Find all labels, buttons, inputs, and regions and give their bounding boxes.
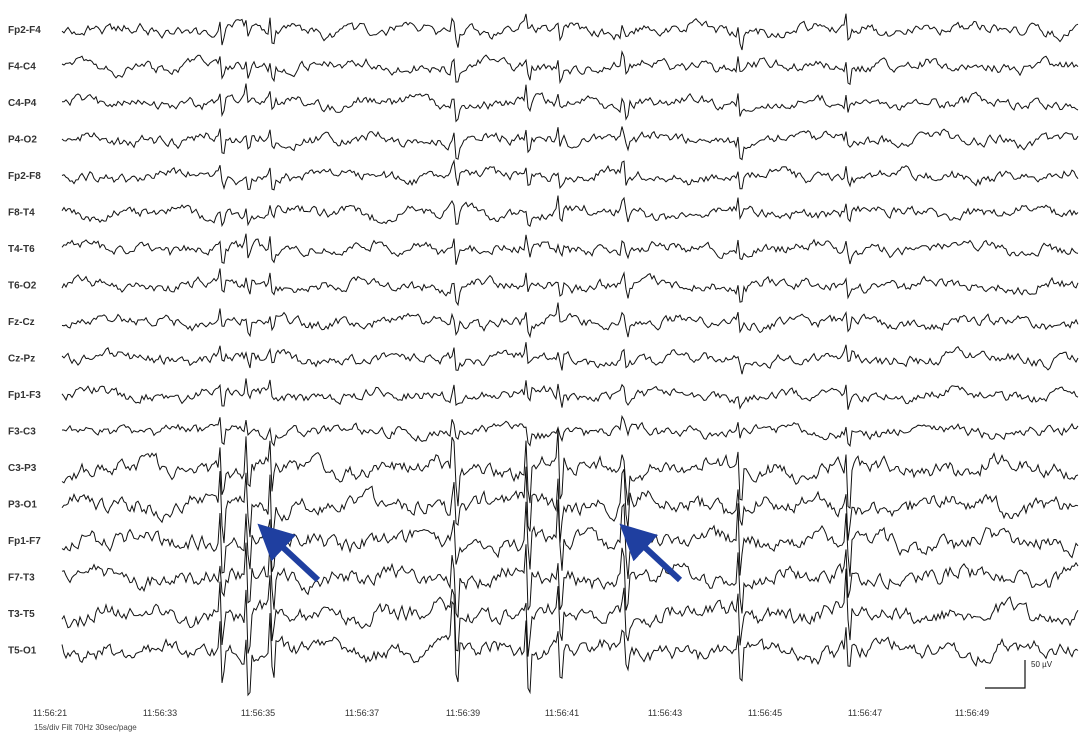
trace-t4-t6 bbox=[61, 233, 1079, 265]
trace-f3-c3 bbox=[62, 414, 1079, 447]
time-label: 11:56:33 bbox=[143, 708, 177, 718]
channel-label-t4-t6: T4-T6 bbox=[8, 244, 35, 255]
trace-p3-o1 bbox=[61, 466, 1079, 546]
channel-label-fp1-f3: Fp1-F3 bbox=[8, 390, 41, 401]
channel-label-p4-o2: P4-O2 bbox=[8, 135, 37, 146]
trace-fp1-f7 bbox=[61, 499, 1079, 579]
trace-fp2-f4 bbox=[61, 13, 1079, 51]
trace-f7-t3 bbox=[61, 542, 1079, 618]
scale-bar bbox=[985, 660, 1026, 689]
channel-label-fz-cz: Fz-Cz bbox=[8, 317, 35, 328]
channel-label-t6-o2: T6-O2 bbox=[8, 281, 37, 292]
trace-p4-o2 bbox=[61, 126, 1079, 161]
time-label: 11:56:49 bbox=[955, 708, 989, 718]
time-label: 11:56:45 bbox=[748, 708, 782, 718]
trace-fp2-f8 bbox=[61, 159, 1079, 191]
channel-label-p3-o1: P3-O1 bbox=[8, 500, 37, 511]
trace-f4-c4 bbox=[61, 50, 1079, 86]
channel-label-c3-p3: C3-P3 bbox=[8, 463, 37, 474]
time-label: 11:56:37 bbox=[345, 708, 379, 718]
channel-label-f3-c3: F3-C3 bbox=[8, 427, 36, 438]
time-label: 11:56:21 bbox=[33, 708, 67, 718]
time-label: 11:56:47 bbox=[848, 708, 882, 718]
trace-t3-t5 bbox=[61, 568, 1079, 657]
trace-cz-pz bbox=[61, 342, 1079, 375]
channel-label-c4-p4: C4-P4 bbox=[8, 98, 37, 109]
channel-label-fp2-f8: Fp2-F8 bbox=[8, 171, 41, 182]
scale-bar-label: 50 µV bbox=[1031, 660, 1053, 669]
annotation-arrow bbox=[619, 523, 683, 583]
trace-c3-p3 bbox=[61, 429, 1079, 509]
trace-f8-t4 bbox=[61, 195, 1079, 228]
trace-t5-o1 bbox=[61, 600, 1079, 697]
channel-label-f8-t4: F8-T4 bbox=[8, 208, 35, 219]
channel-label-t3-t5: T3-T5 bbox=[8, 609, 35, 620]
channel-label-fp1-f7: Fp1-F7 bbox=[8, 536, 41, 547]
channel-label-f7-t3: F7-T3 bbox=[8, 573, 35, 584]
channel-label-cz-pz: Cz-Pz bbox=[8, 354, 35, 365]
channel-label-t5-o1: T5-O1 bbox=[8, 646, 37, 657]
time-label: 11:56:41 bbox=[545, 708, 579, 718]
trace-c4-p4 bbox=[61, 83, 1079, 123]
time-label: 11:56:39 bbox=[446, 708, 480, 718]
trace-fz-cz bbox=[61, 302, 1079, 339]
channel-label-fp2-f4: Fp2-F4 bbox=[8, 25, 41, 36]
time-label: 11:56:35 bbox=[241, 708, 275, 718]
footer-text: 15s/div Filt 70Hz 30sec/page bbox=[34, 723, 137, 732]
annotation-arrow bbox=[257, 523, 321, 583]
trace-t6-o2 bbox=[61, 268, 1079, 307]
time-label: 11:56:43 bbox=[648, 708, 682, 718]
trace-fp1-f3 bbox=[61, 378, 1079, 410]
channel-label-f4-c4: F4-C4 bbox=[8, 62, 36, 73]
